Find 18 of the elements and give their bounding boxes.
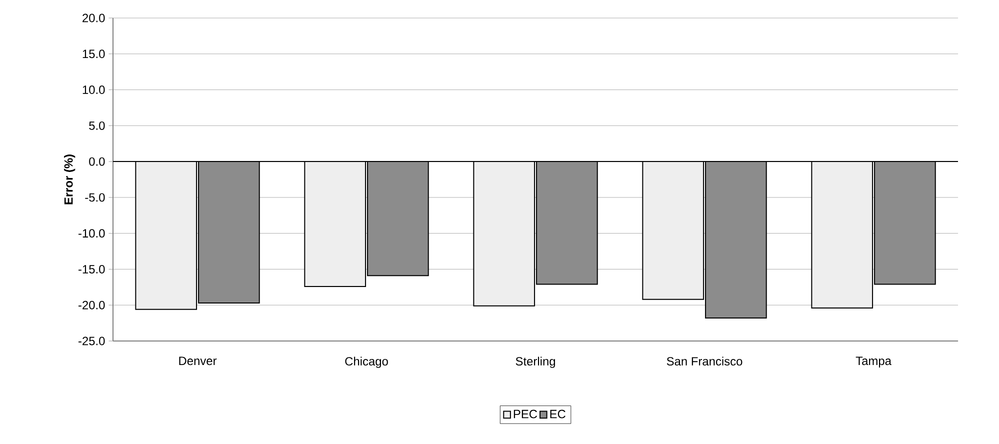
- y-tick-label: 0.0: [89, 157, 105, 166]
- y-tick-label: 5.0: [89, 121, 105, 130]
- y-tick-label: -10.0: [78, 229, 105, 238]
- y-tick-label: 10.0: [82, 86, 105, 94]
- x-tick-label: San Francisco: [666, 356, 742, 366]
- y-tick-label: -5.0: [85, 193, 105, 202]
- x-tick-label: Tampa: [856, 356, 892, 368]
- y-tick-label: 20.0: [82, 14, 105, 22]
- y-axis-title: Error (%): [64, 154, 76, 204]
- legend-label: EC: [550, 410, 566, 418]
- x-tick-label: Denver: [179, 356, 217, 366]
- legend-label: PEC: [514, 410, 538, 418]
- x-tick-label: Chicago: [345, 356, 388, 368]
- y-tick-label: -25.0: [78, 336, 105, 346]
- y-tick-label: 15.0: [82, 50, 105, 58]
- y-tick-label: -15.0: [78, 264, 105, 274]
- y-tick-label: -20.0: [78, 300, 105, 310]
- x-tick-label: Sterling: [516, 356, 556, 368]
